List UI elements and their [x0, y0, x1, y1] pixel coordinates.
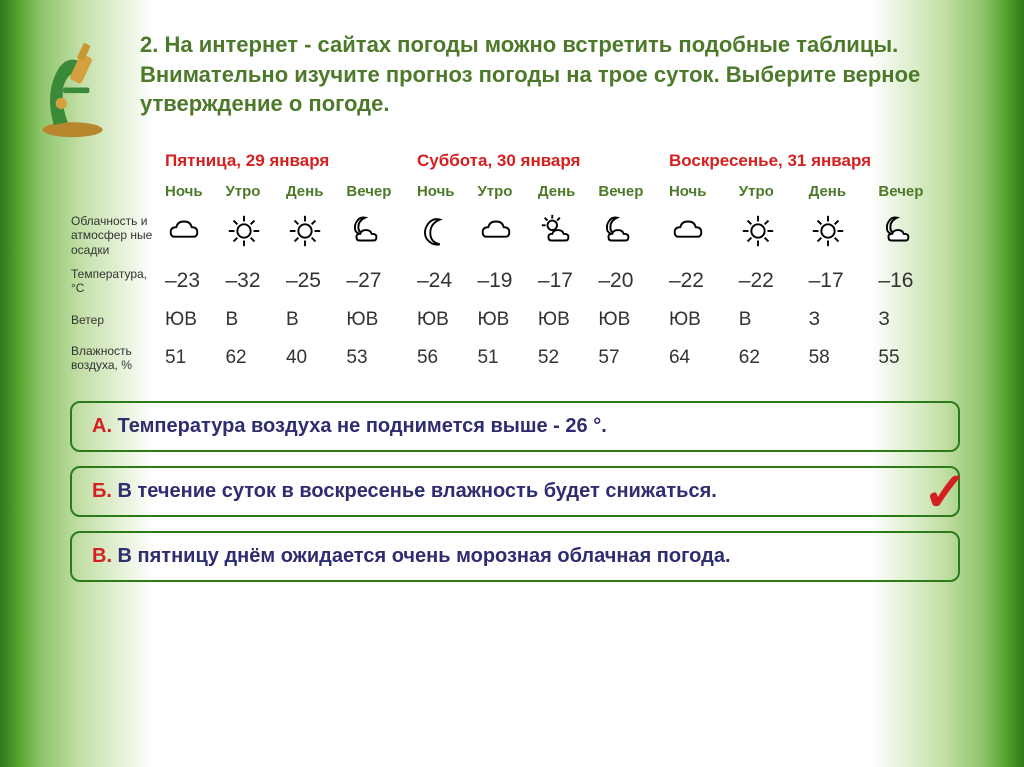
check-icon: ✓ — [923, 460, 968, 523]
day-header-row: Пятница, 29 января Суббота, 30 января Во… — [70, 147, 960, 179]
humidity-row: Влажность воздуха, %51624053565152576462… — [70, 339, 960, 377]
answer-option[interactable]: А. Температура воздуха не поднимется выш… — [70, 401, 960, 452]
wind-cell: ЮВ — [538, 301, 598, 339]
wind-cell: ЮВ — [669, 301, 739, 339]
time-header: Утро — [225, 179, 285, 210]
temp-cell: –22 — [669, 261, 739, 301]
weather-icon — [346, 210, 417, 261]
humidity-cell: 52 — [538, 339, 598, 377]
humidity-cell: 62 — [739, 339, 809, 377]
weather-icon — [165, 210, 225, 261]
wind-cell: ЮВ — [477, 301, 537, 339]
weather-icon — [669, 210, 739, 261]
weather-icon — [598, 210, 669, 261]
temp-cell: –23 — [165, 261, 225, 301]
wind-cell: ЮВ — [346, 301, 417, 339]
wind-cell: ЮВ — [417, 301, 477, 339]
answer-text: Температура воздуха не поднимется выше -… — [112, 415, 607, 437]
temp-cell: –32 — [225, 261, 285, 301]
weather-icon — [417, 210, 477, 261]
answer-text: В пятницу днём ожидается очень морозная … — [112, 545, 731, 567]
time-header: Вечер — [598, 179, 669, 210]
time-header-row: НочьУтроДеньВечерНочьУтроДеньВечерНочьУт… — [70, 179, 960, 210]
weather-icon — [538, 210, 598, 261]
humidity-cell: 40 — [286, 339, 346, 377]
day-header: Суббота, 30 января — [417, 147, 669, 179]
weather-icon — [286, 210, 346, 261]
time-header: Вечер — [346, 179, 417, 210]
time-header: Вечер — [878, 179, 960, 210]
humidity-cell: 51 — [165, 339, 225, 377]
wind-cell: ЮВ — [165, 301, 225, 339]
humidity-cell: 53 — [346, 339, 417, 377]
answer-letter: В. — [92, 545, 112, 567]
weather-icon — [225, 210, 285, 261]
wind-cell: ЮВ — [598, 301, 669, 339]
time-header: Утро — [739, 179, 809, 210]
wind-cell: В — [286, 301, 346, 339]
time-header: День — [809, 179, 879, 210]
clouds-row: Облачность и атмосфер ные осадки — [70, 210, 960, 261]
answer-letter: А. — [92, 415, 112, 437]
temp-cell: –27 — [346, 261, 417, 301]
temp-cell: –22 — [739, 261, 809, 301]
humidity-cell: 62 — [225, 339, 285, 377]
temp-cell: –19 — [477, 261, 537, 301]
time-header: Утро — [477, 179, 537, 210]
temp-cell: –25 — [286, 261, 346, 301]
weather-icon — [477, 210, 537, 261]
day-header: Воскресенье, 31 января — [669, 147, 960, 179]
weather-icon — [739, 210, 809, 261]
time-header: День — [538, 179, 598, 210]
humidity-cell: 64 — [669, 339, 739, 377]
temp-cell: –16 — [878, 261, 960, 301]
wind-cell: В — [225, 301, 285, 339]
question-text: 2. На интернет - сайтах погоды можно вст… — [140, 30, 960, 119]
wind-cell: В — [739, 301, 809, 339]
temp-cell: –20 — [598, 261, 669, 301]
answer-letter: Б. — [92, 480, 112, 502]
time-header: Ночь — [165, 179, 225, 210]
answer-option[interactable]: Б. В течение суток в воскресенье влажнос… — [70, 466, 960, 517]
humidity-cell: 58 — [809, 339, 879, 377]
wind-cell: З — [878, 301, 960, 339]
humidity-cell: 51 — [477, 339, 537, 377]
answer-option[interactable]: В. В пятницу днём ожидается очень морозн… — [70, 531, 960, 582]
time-header: День — [286, 179, 346, 210]
wind-row: ВетерЮВВВЮВЮВЮВЮВЮВЮВВЗЗ — [70, 301, 960, 339]
answer-text: В течение суток в воскресенье влажность … — [112, 480, 717, 502]
humidity-cell: 56 — [417, 339, 477, 377]
humidity-cell: 57 — [598, 339, 669, 377]
time-header: Ночь — [417, 179, 477, 210]
weather-icon — [809, 210, 879, 261]
humidity-cell: 55 — [878, 339, 960, 377]
wind-cell: З — [809, 301, 879, 339]
temp-cell: –17 — [538, 261, 598, 301]
weather-icon — [878, 210, 960, 261]
weather-table: Пятница, 29 января Суббота, 30 января Во… — [70, 147, 960, 377]
temp-cell: –17 — [809, 261, 879, 301]
temp-cell: –24 — [417, 261, 477, 301]
temp-row: Температура, °C–23–32–25–27–24–19–17–20–… — [70, 261, 960, 301]
day-header: Пятница, 29 января — [165, 147, 417, 179]
time-header: Ночь — [669, 179, 739, 210]
